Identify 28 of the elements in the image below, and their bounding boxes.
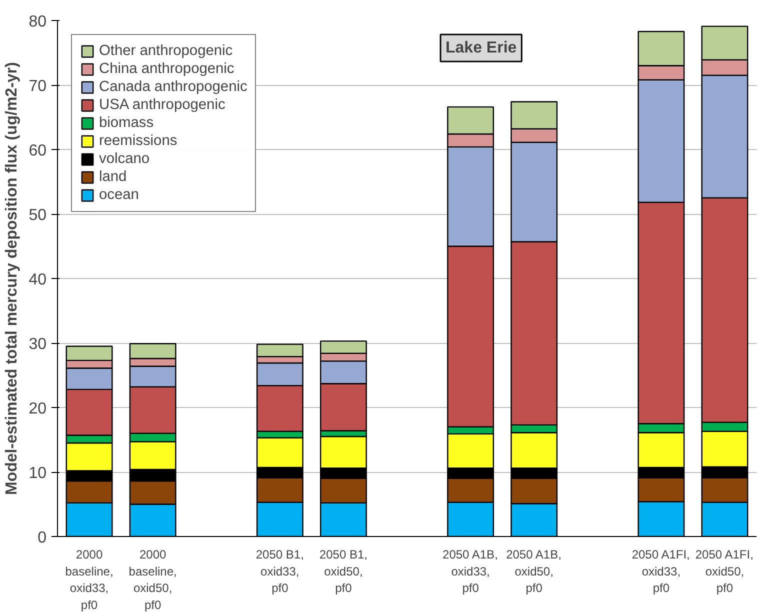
x-tick-label: 2000 baseline, oxid33, pf0: [65, 548, 114, 612]
y-tick-label: 70: [28, 78, 47, 95]
y-tick-label: 40: [28, 272, 47, 288]
legend-label: land: [99, 169, 127, 185]
x-tick-label: 2050 A1B, oxid50, pf0: [506, 548, 562, 596]
y-tick-label: 10: [28, 465, 47, 482]
legend-label: Other anthropogenic: [99, 43, 233, 59]
legend-label: USA anthropogenic: [99, 97, 226, 113]
legend-label: Canada anthropogenic: [99, 79, 248, 95]
y-tick-label: 80: [28, 14, 47, 30]
y-tick-label: 30: [28, 336, 47, 353]
y-tick-label: 60: [28, 142, 47, 160]
y-axis-title: Model-estimated total mercury deposition flux (ug/m2-yr): [4, 62, 21, 495]
x-tick-label: 2000 baseline, oxid50, pf0: [128, 548, 177, 612]
legend-label: ocean: [99, 187, 139, 203]
legend-label: biomass: [99, 115, 154, 131]
legend-label: reemissions: [99, 133, 178, 149]
x-tick-label: 2050 A1FI, oxid50, pf0: [695, 548, 754, 596]
x-tick-label: 2050 B1, oxid33, pf0: [256, 548, 304, 596]
y-tick-label: 50: [28, 207, 47, 224]
x-tick-label: 2050 A1B, oxid33, pf0: [442, 548, 498, 596]
x-tick-label: 2050 B1, oxid50, pf0: [319, 548, 368, 596]
y-tick-label: 20: [28, 400, 47, 418]
annotation: Lake Erie: [446, 40, 517, 56]
y-tick-label: 0: [38, 530, 47, 546]
legend-label: volcano: [99, 151, 150, 167]
x-tick-label: 2050 A1FI, oxid33, pf0: [632, 548, 690, 596]
legend-label: China anthropogenic: [99, 61, 234, 77]
